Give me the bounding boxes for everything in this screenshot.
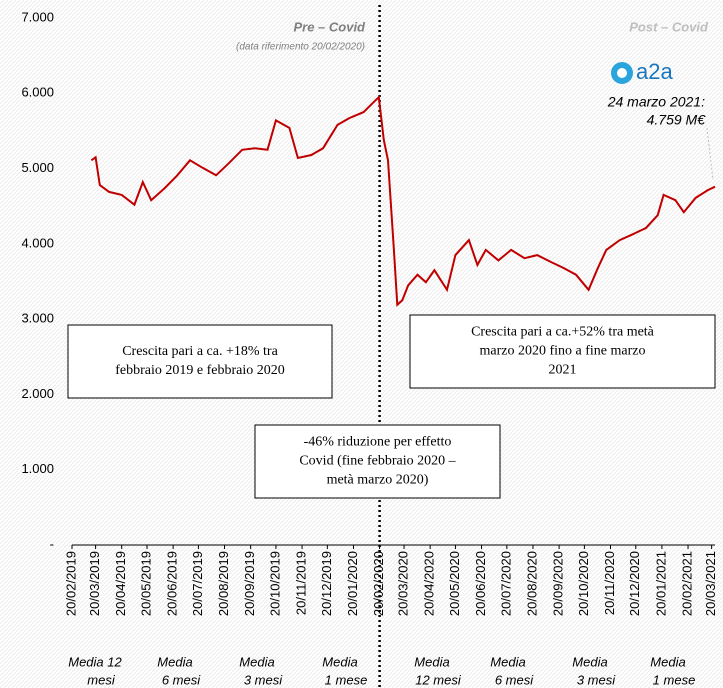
period-label: Media <box>572 654 607 669</box>
line <box>90 94 716 307</box>
annotation-text: Crescita pari a ca.+52% tra metà <box>471 325 655 340</box>
x-tick-label: 20/07/2020 <box>498 551 513 616</box>
period-label: 3 mesi <box>244 672 283 687</box>
y-tick-label: 2.000 <box>21 386 54 401</box>
x-tick-label: 20/02/2021 <box>679 551 694 616</box>
pre-note: (data riferimento 20/02/2020) <box>236 42 365 53</box>
x-tick-label: 20/12/2019 <box>319 551 334 616</box>
annotation-box <box>409 314 716 389</box>
logo-text: a2a <box>636 59 673 84</box>
leader-line <box>706 127 714 181</box>
post-label: Post – Covid <box>629 19 709 34</box>
x-tick-label: 20/03/2019 <box>87 551 102 616</box>
x-tick-label: 20/04/2020 <box>422 551 437 616</box>
period-label: 3 mesi <box>577 672 616 687</box>
x-tick-label: 20/05/2019 <box>138 551 153 616</box>
period-label: Media <box>414 654 449 669</box>
x-tick-label: 20/09/2020 <box>551 551 566 616</box>
y-tick-label: - <box>50 536 54 551</box>
annotation-box <box>254 424 501 499</box>
x-tick-label: 20/03/2020 <box>395 551 410 616</box>
x-tick-label: 20/11/2019 <box>294 551 309 615</box>
period-label: 1 mese <box>653 672 696 687</box>
x-tick-label: 20/09/2019 <box>242 551 257 616</box>
x-tick-label: 20/04/2019 <box>113 551 128 616</box>
pre-label: Pre – Covid <box>293 19 366 34</box>
y-tick-label: 1.000 <box>21 461 54 476</box>
x-tick-label: 20/02/2020 <box>371 551 386 616</box>
x-tick-label: 20/11/2020 <box>602 551 617 615</box>
x-tick-label: 20/03/2021 <box>703 551 718 616</box>
annotation-text: -46% riduzione per effetto <box>304 435 452 450</box>
y-tick-label: 4.000 <box>21 235 54 250</box>
y-tick-label: 7.000 <box>21 9 54 24</box>
period-label: Media <box>650 654 685 669</box>
x-tick-label: 20/12/2020 <box>627 551 642 616</box>
annotation-box <box>67 324 333 399</box>
period-label: Media <box>239 654 274 669</box>
x-tick-label: 20/06/2020 <box>473 551 488 616</box>
x-tick-label: 20/02/2019 <box>63 551 78 616</box>
x-tick-label: 20/08/2020 <box>524 551 539 616</box>
x-tick-label: 20/07/2019 <box>190 551 205 616</box>
period-label: Media <box>490 654 525 669</box>
period-label: mesi <box>87 672 116 687</box>
x-tick-label: 20/01/2021 <box>653 551 668 616</box>
period-label: Media 12 <box>68 654 122 669</box>
period-label: 6 mesi <box>495 672 534 687</box>
logo-icon-center <box>617 68 627 78</box>
end-annotation: 24 marzo 2021: <box>607 94 705 110</box>
annotation-text: Covid (fine febbraio 2020 – <box>299 454 456 469</box>
y-tick-label: 6.000 <box>21 85 54 100</box>
period-label: 6 mesi <box>162 672 201 687</box>
x-tick-label: 20/01/2020 <box>345 551 360 616</box>
period-label: Media <box>157 654 192 669</box>
logo: a2a <box>611 59 673 84</box>
x-tick-label: 20/08/2019 <box>216 551 231 616</box>
x-tick-label: 20/10/2019 <box>267 551 282 616</box>
end-annotation: 4.759 M€ <box>647 112 707 128</box>
x-tick-label: 20/05/2020 <box>447 551 462 616</box>
annotation-text: metà marzo 2020) <box>327 473 429 488</box>
annotation-text: febbraio 2019 e febbraio 2020 <box>115 363 285 378</box>
annotation-text: 2021 <box>549 363 577 378</box>
annotation-text: marzo 2020 fino a fine marzo <box>480 344 646 359</box>
x-tick-label: 20/06/2019 <box>165 551 180 616</box>
period-label: 12 mesi <box>415 672 462 687</box>
period-label: Media <box>322 654 357 669</box>
y-tick-label: 3.000 <box>21 311 54 326</box>
period-label: 1 mese <box>325 672 368 687</box>
annotation-text: Crescita pari a ca. +18% tra <box>122 344 278 359</box>
y-tick-label: 5.000 <box>21 160 54 175</box>
x-tick-label: 20/10/2020 <box>576 551 591 616</box>
